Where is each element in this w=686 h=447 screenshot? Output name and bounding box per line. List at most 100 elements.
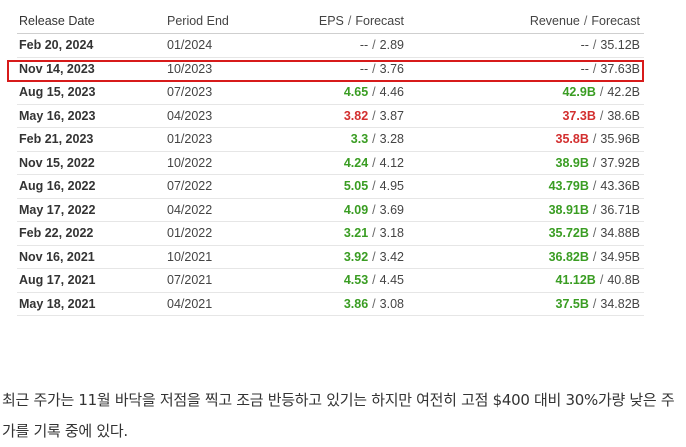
table-row: Aug 16, 2022 07/2022 5.05/4.95 43.79B/43.36… bbox=[17, 175, 644, 199]
eps-cell: --/2.89 bbox=[360, 38, 404, 52]
eps-forecast: 3.76 bbox=[379, 61, 404, 76]
eps-forecast: 3.69 bbox=[379, 202, 404, 217]
eps-separator: / bbox=[372, 273, 376, 288]
revenue-forecast: 35.96B bbox=[600, 132, 640, 147]
table-row: Feb 22, 2022 01/2022 3.21/3.18 35.72B/34.88… bbox=[17, 222, 644, 246]
revenue-separator: / bbox=[592, 202, 597, 217]
revenue-cell: 35.72B/34.88B bbox=[549, 226, 640, 240]
eps-separator: / bbox=[372, 296, 376, 311]
revenue-cell: 43.79B/43.36B bbox=[549, 179, 640, 193]
period-end: 07/2021 bbox=[167, 273, 213, 288]
release-date: May 16, 2023 bbox=[19, 108, 96, 123]
eps-actual: 3.82 bbox=[343, 108, 369, 123]
header-eps-separator: / bbox=[347, 13, 352, 28]
eps-cell: 3.82/3.87 bbox=[344, 109, 404, 123]
eps-cell: 4.53/4.45 bbox=[344, 273, 404, 287]
revenue-actual: 37.5B bbox=[555, 296, 589, 311]
eps-forecast: 3.28 bbox=[379, 132, 404, 147]
revenue-actual: 35.8B bbox=[555, 132, 589, 147]
eps-cell: 3.3/3.28 bbox=[351, 132, 404, 146]
eps-forecast: 2.89 bbox=[379, 38, 404, 53]
eps-forecast: 4.45 bbox=[379, 273, 404, 288]
revenue-actual: -- bbox=[580, 61, 589, 76]
period-end: 04/2022 bbox=[167, 202, 213, 217]
revenue-cell: 36.82B/34.95B bbox=[549, 250, 640, 264]
header-eps-forecast-label[interactable]: Forecast bbox=[355, 13, 404, 28]
table-row: Nov 14, 2023 10/2023 --/3.76 --/37.63B bbox=[17, 58, 644, 81]
eps-separator: / bbox=[372, 249, 376, 264]
article-paragraph: 최근 주가는 11월 바닥을 저점을 찍고 조금 반등하고 있기는 하지만 여전… bbox=[2, 391, 675, 440]
eps-forecast: 3.08 bbox=[379, 296, 404, 311]
revenue-cell: 38.9B/37.92B bbox=[556, 156, 640, 170]
header-eps: EPS / Forecast bbox=[319, 14, 404, 28]
revenue-actual: 38.91B bbox=[548, 202, 589, 217]
release-date: May 18, 2021 bbox=[19, 296, 96, 311]
eps-actual: 3.3 bbox=[350, 132, 369, 147]
revenue-separator: / bbox=[592, 38, 597, 53]
header-revenue-label[interactable]: Revenue bbox=[529, 13, 580, 28]
revenue-forecast: 38.6B bbox=[607, 108, 640, 123]
eps-separator: / bbox=[372, 61, 376, 76]
table-row: Aug 15, 2023 07/2023 4.65/4.46 42.9B/42.2B bbox=[17, 81, 644, 105]
eps-actual: 3.21 bbox=[343, 226, 369, 241]
revenue-forecast: 42.2B bbox=[607, 85, 640, 100]
revenue-separator: / bbox=[592, 155, 597, 170]
revenue-forecast: 37.92B bbox=[600, 155, 640, 170]
eps-separator: / bbox=[372, 155, 376, 170]
table-row: Feb 20, 2024 01/2024 --/2.89 --/35.12B bbox=[17, 34, 644, 58]
eps-separator: / bbox=[372, 108, 376, 123]
period-end: 10/2023 bbox=[167, 61, 213, 76]
eps-separator: / bbox=[372, 38, 376, 53]
eps-actual: 3.92 bbox=[343, 249, 369, 264]
revenue-forecast: 36.71B bbox=[600, 202, 640, 217]
eps-cell: 3.86/3.08 bbox=[344, 297, 404, 311]
eps-actual: 5.05 bbox=[343, 179, 369, 194]
eps-cell: 5.05/4.95 bbox=[344, 179, 404, 193]
release-date: Nov 14, 2023 bbox=[19, 61, 95, 76]
revenue-separator: / bbox=[592, 226, 597, 241]
eps-forecast: 3.18 bbox=[379, 226, 404, 241]
eps-cell: --/3.76 bbox=[360, 62, 404, 76]
revenue-cell: 42.9B/42.2B bbox=[562, 85, 640, 99]
header-eps-label[interactable]: EPS bbox=[318, 13, 344, 28]
revenue-separator: / bbox=[599, 273, 604, 288]
revenue-forecast: 35.12B bbox=[600, 38, 640, 53]
revenue-cell: --/35.12B bbox=[581, 38, 640, 52]
header-revenue-separator: / bbox=[583, 13, 588, 28]
revenue-actual: 42.9B bbox=[562, 85, 596, 100]
eps-forecast: 3.42 bbox=[379, 249, 404, 264]
header-period-end[interactable]: Period End bbox=[167, 13, 229, 28]
revenue-actual: -- bbox=[580, 38, 589, 53]
eps-forecast: 4.95 bbox=[379, 179, 404, 194]
revenue-actual: 43.79B bbox=[548, 179, 589, 194]
revenue-actual: 38.9B bbox=[555, 155, 589, 170]
period-end: 01/2024 bbox=[167, 38, 213, 53]
revenue-forecast: 34.88B bbox=[600, 226, 640, 241]
period-end: 10/2022 bbox=[167, 155, 213, 170]
release-date: Feb 20, 2024 bbox=[19, 38, 94, 53]
revenue-separator: / bbox=[592, 61, 597, 76]
period-end: 01/2023 bbox=[167, 132, 213, 147]
period-end: 10/2021 bbox=[167, 249, 213, 264]
revenue-forecast: 34.82B bbox=[600, 296, 640, 311]
header-release-date[interactable]: Release Date bbox=[19, 13, 95, 28]
table-row: May 16, 2023 04/2023 3.82/3.87 37.3B/38.6B bbox=[17, 105, 644, 128]
table-header-row: Release Date Period End EPS / Forecast Rev… bbox=[17, 8, 644, 34]
eps-cell: 3.21/3.18 bbox=[344, 226, 404, 240]
eps-forecast: 4.12 bbox=[379, 155, 404, 170]
eps-separator: / bbox=[372, 179, 376, 194]
eps-cell: 3.92/3.42 bbox=[344, 250, 404, 264]
release-date: Aug 15, 2023 bbox=[19, 85, 96, 100]
revenue-cell: 37.5B/34.82B bbox=[556, 297, 640, 311]
header-revenue-forecast-label[interactable]: Forecast bbox=[591, 13, 640, 28]
header-revenue: Revenue / Forecast bbox=[530, 14, 640, 28]
release-date: Aug 16, 2022 bbox=[19, 179, 96, 194]
earnings-table: Release Date Period End EPS / Forecast Rev… bbox=[17, 8, 644, 316]
eps-separator: / bbox=[372, 132, 376, 147]
release-date: May 17, 2022 bbox=[19, 202, 96, 217]
revenue-cell: --/37.63B bbox=[581, 62, 640, 76]
eps-cell: 4.09/3.69 bbox=[344, 203, 404, 217]
release-date: Nov 15, 2022 bbox=[19, 155, 95, 170]
eps-actual: 4.53 bbox=[343, 273, 369, 288]
table-body: Feb 20, 2024 01/2024 --/2.89 --/35.12B Nov 1… bbox=[17, 34, 644, 316]
